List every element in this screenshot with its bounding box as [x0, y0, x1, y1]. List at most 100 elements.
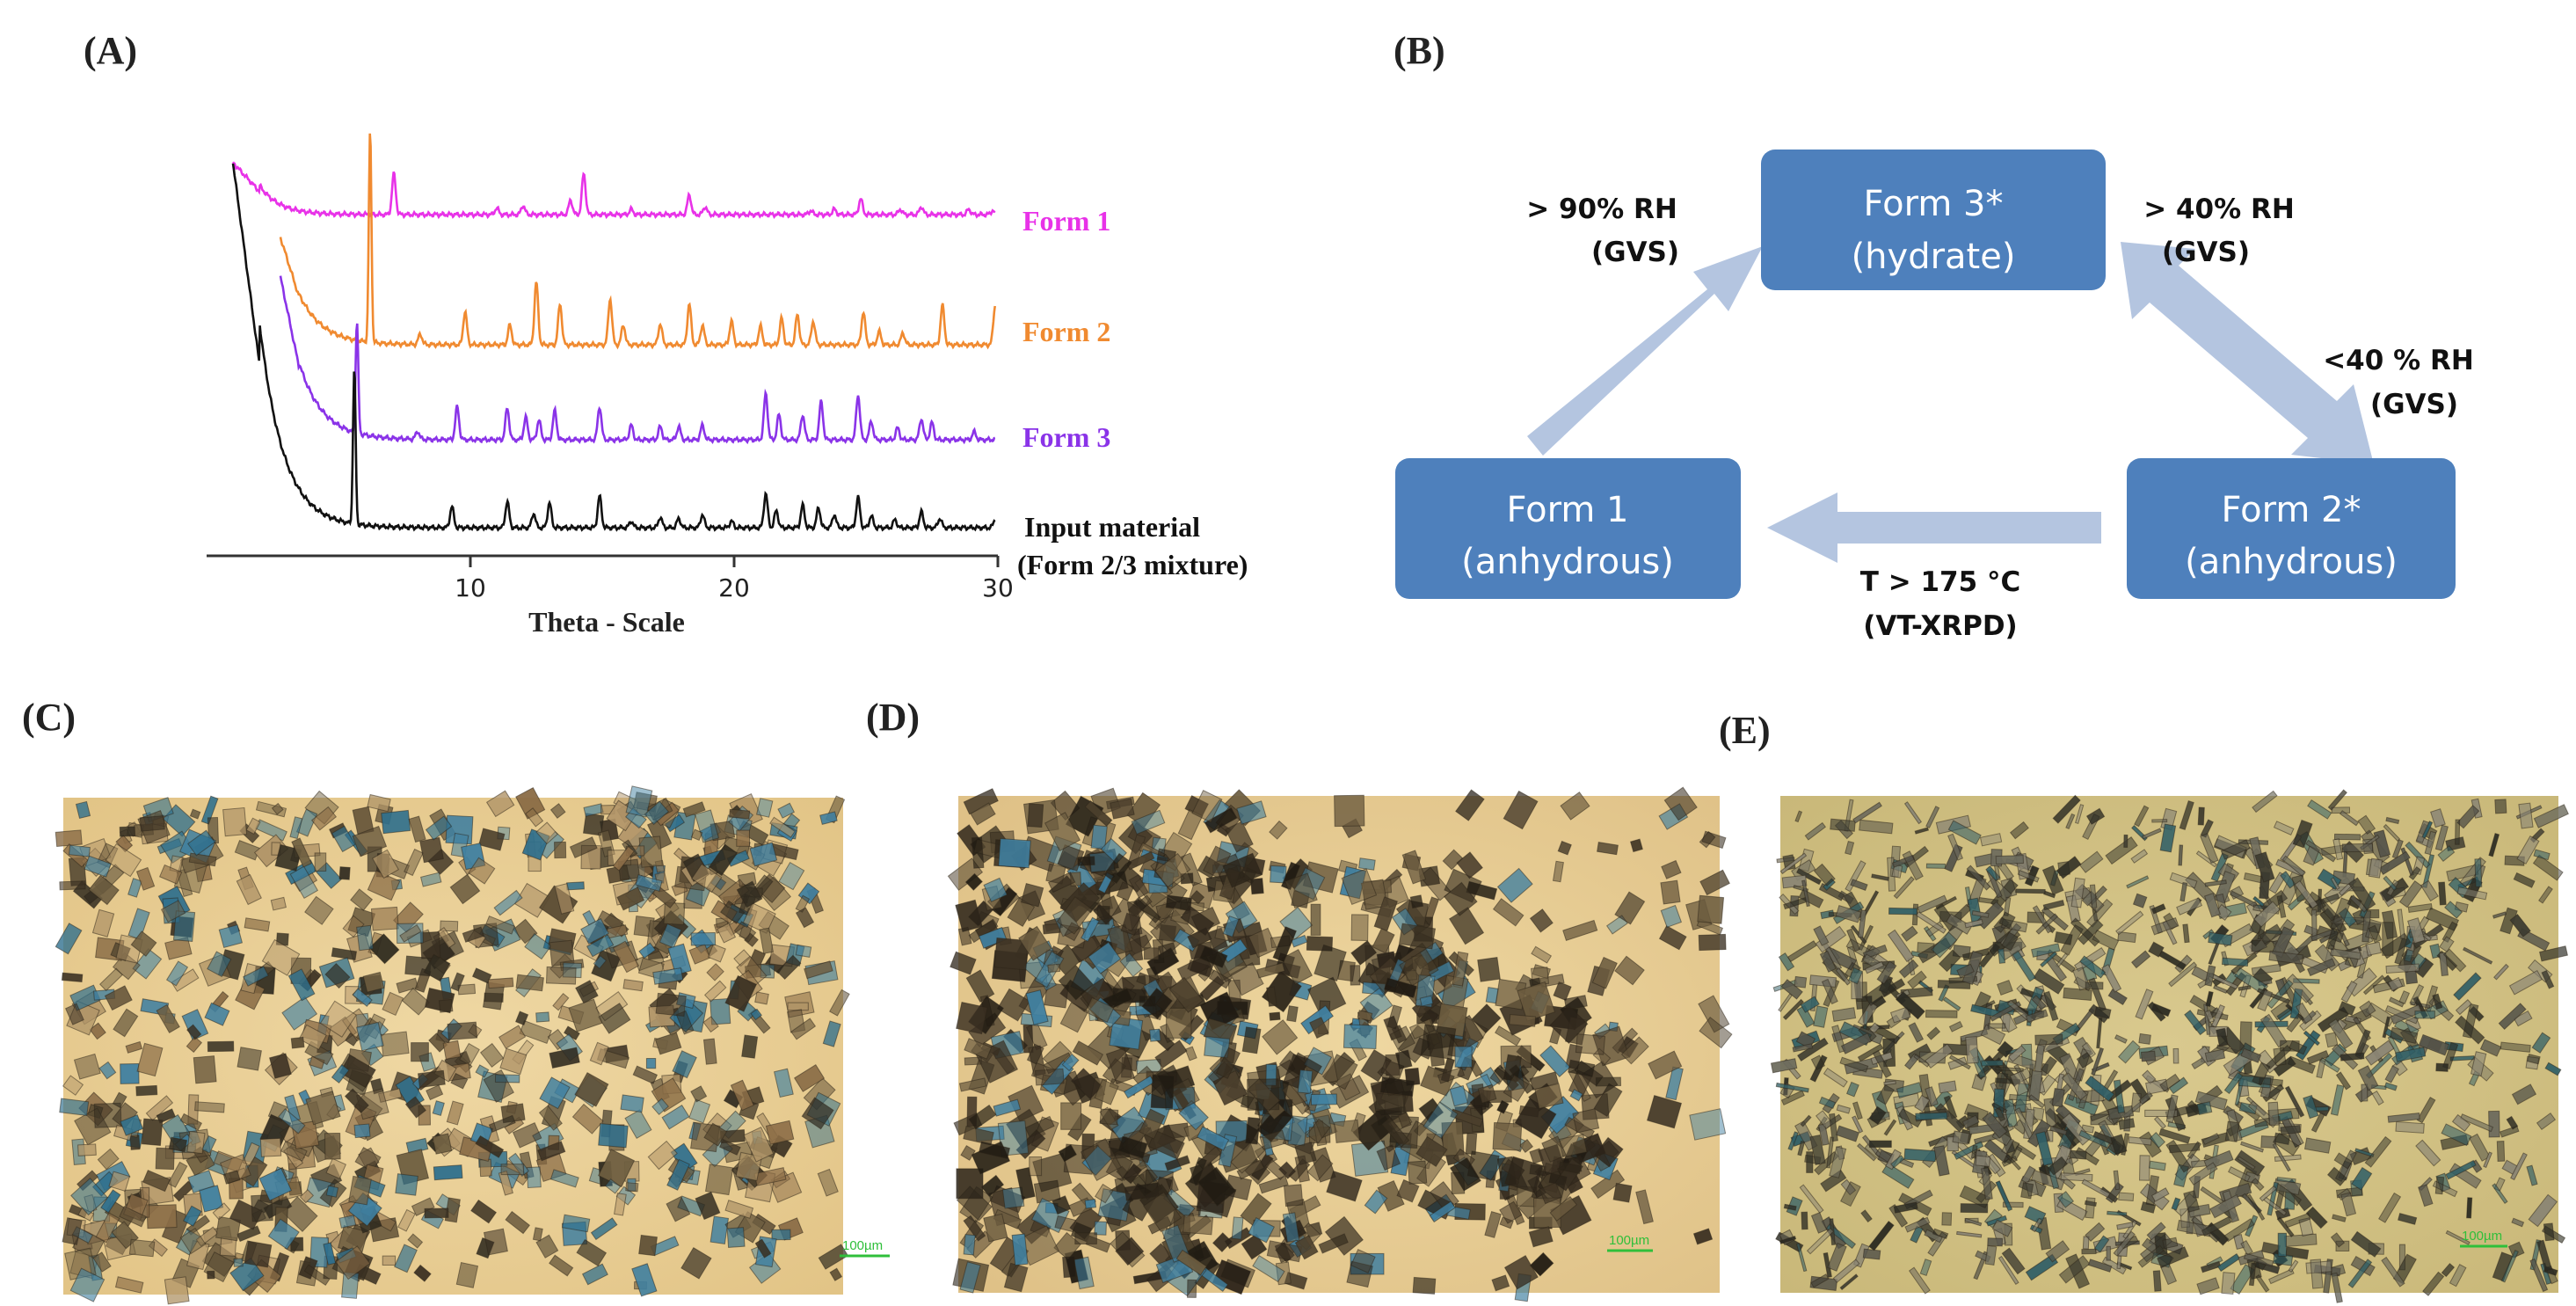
panel-label-c: (C): [22, 696, 76, 739]
crystal: [1398, 923, 1437, 950]
crystal: [350, 888, 374, 911]
crystal: [2171, 1197, 2181, 1211]
crystal: [270, 896, 287, 911]
crystal: [1509, 1014, 1537, 1027]
crystal: [655, 992, 687, 1017]
crystal: [2305, 1206, 2328, 1229]
crystal: [1938, 949, 1961, 973]
crystal: [736, 880, 763, 908]
crystal: [338, 1054, 376, 1089]
crystal: [2330, 1232, 2346, 1248]
crystal: [574, 1072, 609, 1107]
panel-label-b: (B): [1394, 29, 1445, 72]
series-label-input-line2: (Form 2/3 mixture): [1017, 549, 1248, 580]
crystal: [2492, 911, 2507, 919]
crystal: [2284, 1085, 2305, 1118]
crystal: [2060, 1172, 2093, 1182]
crystal: [2200, 833, 2219, 865]
crystal: [2115, 910, 2144, 936]
crystal: [2339, 810, 2360, 827]
crystal: [2455, 1015, 2485, 1045]
crystal: [1094, 1078, 1119, 1105]
crystal: [549, 803, 566, 819]
crystal: [2284, 1212, 2311, 1229]
crystal: [207, 1270, 215, 1280]
crystal: [1840, 1178, 1857, 1196]
crystal: [1503, 1074, 1530, 1103]
crystal: [2070, 877, 2085, 908]
crystal: [2151, 819, 2168, 823]
crystal: [1528, 1226, 1554, 1248]
crystal: [1374, 1092, 1406, 1113]
crystal: [2106, 1245, 2111, 1261]
crystal: [964, 872, 983, 891]
crystal: [586, 934, 615, 958]
crystal: [455, 1261, 479, 1288]
crystal: [141, 1118, 164, 1147]
crystal: [1035, 1068, 1065, 1086]
crystal: [1806, 1151, 1814, 1173]
crystal: [2040, 951, 2058, 968]
crystal: [1307, 976, 1347, 1017]
crystal: [382, 991, 404, 1017]
crystal: [1491, 1274, 1510, 1292]
crystal: [290, 1036, 305, 1049]
crystal: [401, 987, 431, 1016]
crystal: [2305, 839, 2337, 863]
crystal: [165, 960, 189, 987]
crystal: [68, 844, 91, 857]
crystal: [2253, 901, 2281, 928]
crystal: [478, 828, 506, 851]
crystal: [1689, 1108, 1727, 1141]
crystal: [2172, 1047, 2179, 1064]
crystal: [724, 1200, 754, 1219]
crystal: [1893, 1201, 1918, 1214]
crystal: [2031, 995, 2047, 1011]
crystal: [680, 1246, 712, 1280]
panel-label-e: (E): [1719, 709, 1771, 752]
crystal: [2347, 1259, 2373, 1288]
crystal: [1947, 820, 1982, 845]
crystal: [1868, 1105, 1887, 1126]
crystal: [1612, 1182, 1633, 1203]
crystal: [2135, 989, 2154, 1020]
crystal: [2536, 1113, 2557, 1131]
crystal: [703, 980, 727, 1003]
crystal: [1868, 1220, 1895, 1251]
crystal: [1907, 970, 1927, 989]
crystal: [114, 1276, 144, 1294]
crystal: [1166, 1007, 1192, 1039]
crystal: [1154, 852, 1191, 888]
crystal: [2543, 1222, 2555, 1242]
crystal: [645, 1058, 657, 1069]
crystal: [1575, 1033, 1606, 1055]
crystal: [1452, 951, 1469, 987]
crystal: [142, 1170, 171, 1193]
crystal: [1222, 916, 1240, 938]
crystal: [1893, 876, 1915, 900]
crystal: [1629, 838, 1643, 853]
crystal: [1184, 1046, 1197, 1062]
crystal: [1997, 1255, 2019, 1286]
crystal: [2015, 888, 2046, 894]
crystal: [1187, 1279, 1197, 1298]
crystal: [1529, 908, 1554, 933]
crystal: [2078, 1129, 2110, 1149]
crystal: [1862, 944, 1888, 959]
crystal: [733, 921, 757, 943]
crystal: [2357, 1065, 2379, 1091]
crystal: [98, 967, 123, 992]
crystal: [2384, 1004, 2420, 1025]
crystal: [2344, 1015, 2361, 1025]
crystal: [181, 1009, 209, 1041]
crystal: [289, 816, 303, 840]
crystal: [717, 923, 737, 944]
crystal: [1128, 874, 1149, 899]
crystal: [1658, 925, 1687, 951]
crystal: [1143, 947, 1160, 960]
crystal: [2146, 1222, 2166, 1241]
crystal: [342, 915, 365, 938]
crystal: [2123, 834, 2128, 848]
crystal: [1492, 898, 1524, 927]
crystal: [1282, 1212, 1300, 1243]
